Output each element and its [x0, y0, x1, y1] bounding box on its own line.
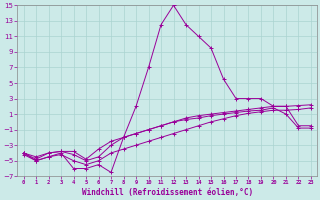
X-axis label: Windchill (Refroidissement éolien,°C): Windchill (Refroidissement éolien,°C) [82, 188, 253, 197]
